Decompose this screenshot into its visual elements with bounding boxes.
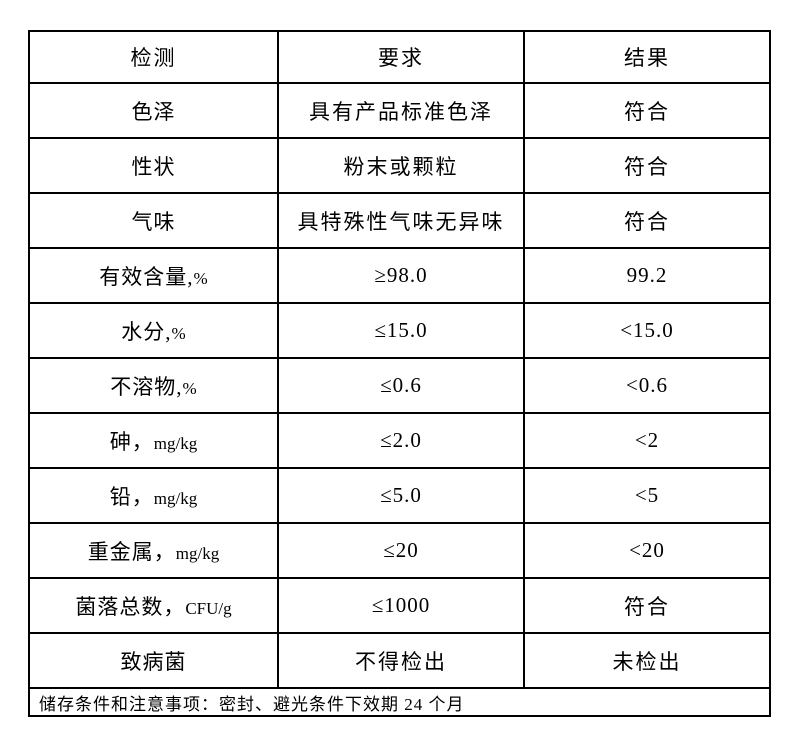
requirement-cell: ≤0.6 — [277, 357, 525, 414]
table-row: 色泽 具有产品标准色泽 符合 — [28, 82, 771, 139]
test-item-cell: 致病菌 — [28, 632, 279, 689]
result-cell: 未检出 — [523, 632, 771, 689]
test-item-name: 有效含量, — [99, 264, 194, 289]
test-item-name: 重金属， — [87, 539, 176, 564]
result-cell: <0.6 — [523, 357, 771, 414]
col-header-test: 检测 — [28, 30, 279, 84]
table-header-row: 检测 要求 结果 — [28, 30, 771, 84]
requirement-cell: 具特殊性气味无异味 — [277, 192, 525, 249]
test-item-cell: 菌落总数，CFU/g — [28, 577, 279, 634]
storage-note: 储存条件和注意事项：密封、避光条件下效期 24 个月 — [28, 687, 771, 717]
test-item-cell: 砷，mg/kg — [28, 412, 279, 469]
table-row: 致病菌 不得检出 未检出 — [28, 632, 771, 689]
requirement-cell: ≥98.0 — [277, 247, 525, 304]
table-row: 气味 具特殊性气味无异味 符合 — [28, 192, 771, 249]
result-cell: 符合 — [523, 577, 771, 634]
table-row: 水分,% ≤15.0 <15.0 — [28, 302, 771, 359]
table-row: 不溶物,% ≤0.6 <0.6 — [28, 357, 771, 414]
result-cell: 符合 — [523, 137, 771, 194]
result-cell: <20 — [523, 522, 771, 579]
result-cell: <2 — [523, 412, 771, 469]
test-item-name: 致病菌 — [120, 649, 187, 674]
test-item-unit: mg/kg — [153, 433, 198, 453]
test-item-unit: % — [182, 378, 197, 398]
test-item-cell: 不溶物,% — [28, 357, 279, 414]
requirement-cell: ≤20 — [277, 522, 525, 579]
test-item-unit: mg/kg — [175, 543, 220, 563]
table-row: 砷，mg/kg ≤2.0 <2 — [28, 412, 771, 469]
test-item-name: 砷， — [109, 429, 154, 454]
test-item-unit: CFU/g — [185, 598, 232, 618]
table-row: 性状 粉末或颗粒 符合 — [28, 137, 771, 194]
table-row: 重金属，mg/kg ≤20 <20 — [28, 522, 771, 579]
test-item-unit: mg/kg — [153, 488, 198, 508]
table-row: 有效含量,% ≥98.0 99.2 — [28, 247, 771, 304]
test-item-cell: 水分,% — [28, 302, 279, 359]
result-cell: <15.0 — [523, 302, 771, 359]
result-cell: 符合 — [523, 82, 771, 139]
requirement-cell: 粉末或颗粒 — [277, 137, 525, 194]
requirement-cell: ≤1000 — [277, 577, 525, 634]
result-cell: 符合 — [523, 192, 771, 249]
requirement-cell: 具有产品标准色泽 — [277, 82, 525, 139]
table-row: 菌落总数，CFU/g ≤1000 符合 — [28, 577, 771, 634]
table-row: 铅，mg/kg ≤5.0 <5 — [28, 467, 771, 524]
requirement-cell: ≤2.0 — [277, 412, 525, 469]
test-item-cell: 重金属，mg/kg — [28, 522, 279, 579]
test-item-unit: % — [171, 323, 186, 343]
test-item-cell: 色泽 — [28, 82, 279, 139]
test-item-name: 气味 — [131, 209, 176, 234]
requirement-cell: ≤15.0 — [277, 302, 525, 359]
inspection-table: 检测 要求 结果 色泽 具有产品标准色泽 符合 性状 粉末或颗粒 符合 气味 具… — [28, 30, 771, 717]
table-footer-row: 储存条件和注意事项：密封、避光条件下效期 24 个月 — [28, 687, 771, 717]
test-item-cell: 性状 — [28, 137, 279, 194]
col-header-result: 结果 — [523, 30, 771, 84]
test-item-name: 性状 — [131, 154, 176, 179]
test-item-cell: 铅，mg/kg — [28, 467, 279, 524]
result-cell: 99.2 — [523, 247, 771, 304]
result-cell: <5 — [523, 467, 771, 524]
requirement-cell: ≤5.0 — [277, 467, 525, 524]
test-item-name: 色泽 — [131, 99, 176, 124]
test-item-name: 水分, — [121, 319, 172, 344]
requirement-cell: 不得检出 — [277, 632, 525, 689]
test-item-name: 铅， — [109, 484, 154, 509]
test-item-name: 菌落总数， — [75, 594, 186, 619]
test-item-name: 不溶物, — [110, 374, 183, 399]
test-item-cell: 有效含量,% — [28, 247, 279, 304]
test-item-unit: % — [193, 268, 208, 288]
test-item-cell: 气味 — [28, 192, 279, 249]
col-header-requirement: 要求 — [277, 30, 525, 84]
